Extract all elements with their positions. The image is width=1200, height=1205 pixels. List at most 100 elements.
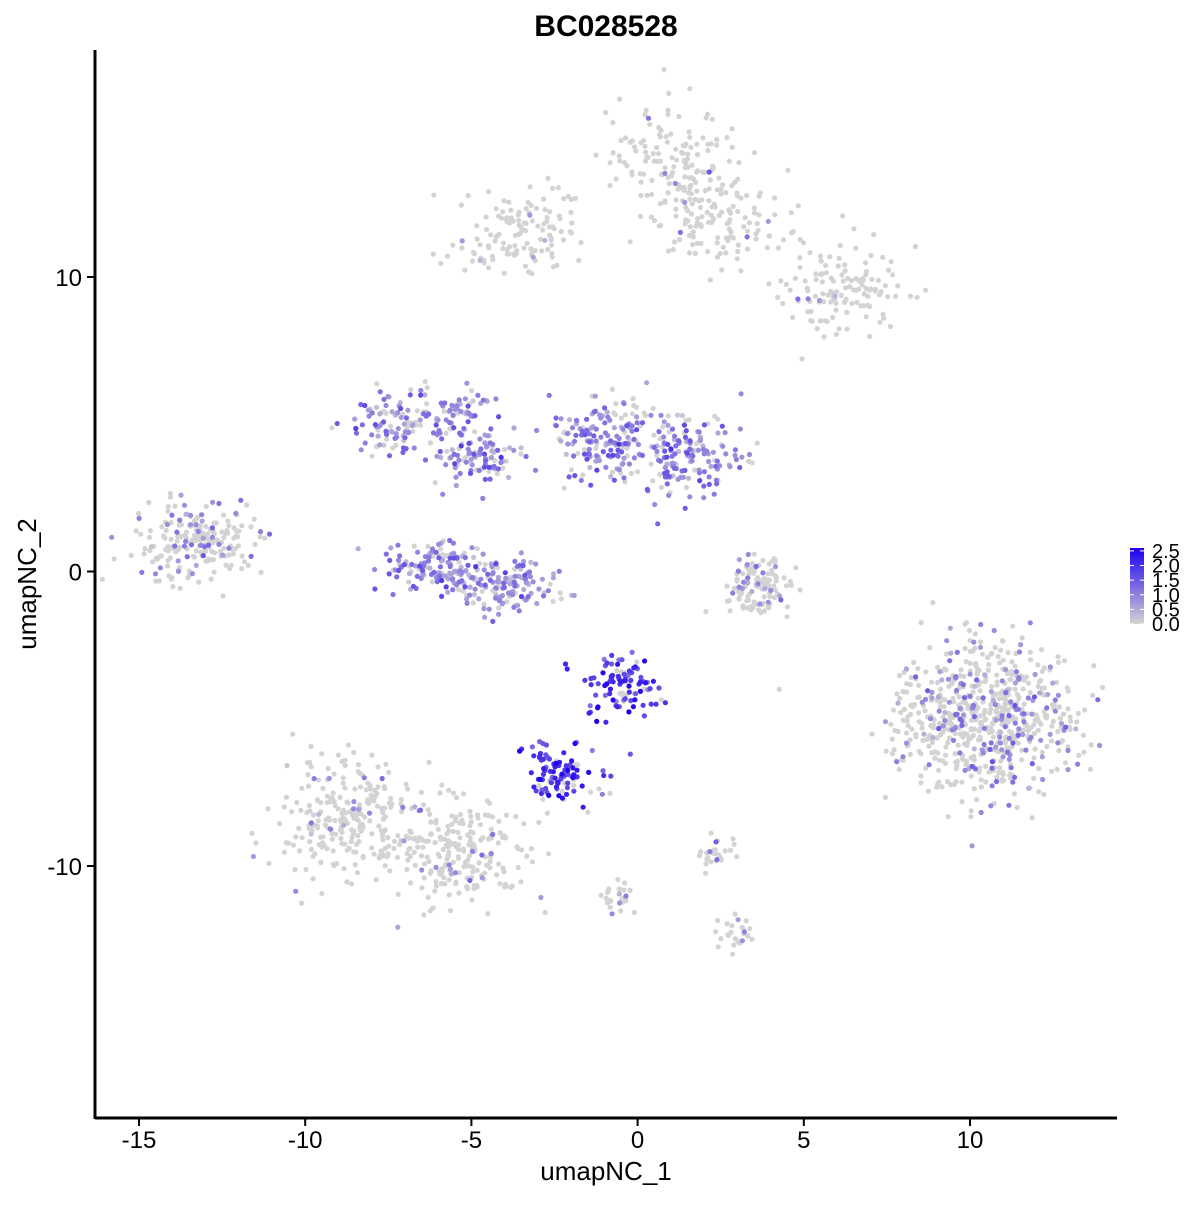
cell-point — [340, 807, 347, 813]
cell-point — [979, 651, 986, 657]
cell-point — [701, 483, 707, 489]
cell-point — [838, 292, 844, 298]
cell-point — [584, 456, 590, 462]
cell-point — [472, 429, 478, 435]
cell-point — [916, 748, 922, 754]
cell-point — [488, 826, 494, 832]
cell-point — [918, 620, 924, 626]
cell-point — [922, 696, 929, 703]
cell-point — [626, 709, 632, 715]
cell-point — [1080, 732, 1087, 738]
cell-point — [943, 744, 949, 750]
cell-point — [500, 209, 506, 215]
cell-point — [662, 165, 668, 171]
cell-point — [983, 716, 989, 722]
cell-point — [631, 455, 638, 461]
cell-point — [970, 648, 976, 654]
cell-point — [687, 494, 693, 500]
cell-point — [539, 248, 545, 254]
cell-point — [544, 810, 550, 816]
cell-point — [988, 803, 994, 809]
legend-tick-label: 0.0 — [1152, 614, 1180, 636]
cell-point — [623, 893, 629, 899]
cell-point — [999, 713, 1005, 719]
cell-point — [823, 270, 830, 276]
cell-point — [907, 293, 914, 299]
cell-point — [156, 578, 162, 584]
cell-point — [739, 924, 745, 931]
cell-point — [442, 400, 448, 406]
cell-point — [561, 196, 567, 202]
cell-point — [648, 412, 654, 418]
cell-point — [160, 533, 166, 539]
cell-point — [163, 527, 169, 534]
cell-point — [666, 248, 672, 254]
cell-point — [959, 722, 965, 729]
cell-point — [585, 809, 591, 815]
cell-point — [489, 253, 496, 259]
cell-point — [962, 645, 968, 652]
cell-point — [757, 601, 763, 607]
cell-point — [1063, 724, 1069, 730]
cell-point — [930, 734, 936, 741]
cell-point — [511, 579, 517, 585]
x-tick-label: 5 — [797, 1127, 810, 1154]
cell-point — [907, 737, 913, 743]
cell-point — [203, 523, 209, 529]
cell-point — [555, 185, 561, 191]
cell-point — [183, 538, 189, 544]
cell-point — [538, 894, 544, 901]
cell-point — [915, 666, 921, 672]
cell-point — [607, 160, 613, 166]
cell-point — [381, 784, 387, 790]
cell-point — [947, 658, 953, 664]
cell-point — [710, 449, 717, 455]
cell-point — [208, 576, 214, 582]
cell-point — [688, 182, 694, 189]
cell-point — [666, 429, 672, 435]
cell-point — [565, 780, 571, 786]
cell-point — [374, 790, 380, 797]
cell-point — [943, 752, 949, 758]
cell-point — [749, 561, 756, 567]
cell-point — [978, 777, 984, 783]
cell-point — [362, 440, 368, 446]
cell-point — [701, 446, 707, 453]
cell-point — [976, 769, 982, 775]
cell-point — [286, 840, 292, 846]
cell-point — [1052, 697, 1058, 703]
cell-point — [1038, 677, 1044, 684]
cell-point — [479, 852, 485, 858]
cell-point — [521, 245, 527, 251]
cell-point — [545, 246, 551, 252]
cell-point — [293, 888, 299, 894]
cell-point — [1016, 726, 1022, 732]
cell-point — [462, 267, 468, 273]
cell-point — [561, 750, 567, 756]
cell-point — [212, 550, 218, 556]
cell-point — [466, 410, 472, 416]
cell-point — [978, 721, 985, 727]
cell-point — [925, 688, 931, 694]
cell-point — [342, 841, 348, 847]
cell-point — [276, 821, 283, 827]
cell-point — [756, 212, 762, 218]
cell-point — [682, 165, 688, 171]
cell-point — [169, 512, 175, 518]
cell-point — [600, 670, 606, 676]
cell-point — [1013, 669, 1020, 675]
cell-point — [482, 561, 488, 568]
cell-point — [828, 275, 834, 281]
cell-point — [461, 864, 467, 870]
cell-point — [928, 723, 934, 729]
cell-point — [939, 677, 945, 683]
cell-point — [484, 227, 490, 233]
cell-point — [283, 794, 290, 800]
cell-point — [817, 253, 824, 259]
cell-point — [341, 866, 347, 872]
cell-point — [962, 700, 969, 706]
cell-point — [732, 447, 739, 453]
cell-point — [687, 446, 693, 452]
cell-point — [397, 553, 403, 559]
cell-point — [994, 774, 1000, 780]
